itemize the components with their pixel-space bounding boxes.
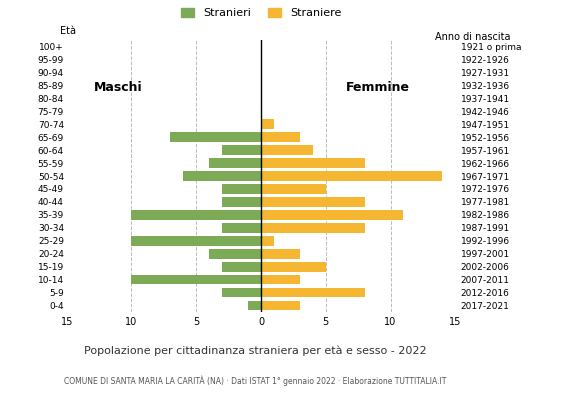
Bar [209, 158, 261, 168]
Bar [132, 236, 261, 246]
Bar [132, 210, 261, 220]
Bar [222, 145, 261, 155]
Bar [261, 236, 274, 246]
Bar [183, 171, 261, 181]
Bar [261, 210, 404, 220]
Bar [261, 249, 300, 258]
Bar [222, 197, 261, 207]
Bar [209, 249, 261, 258]
Bar [261, 262, 326, 272]
Bar [261, 275, 300, 284]
Bar [261, 171, 443, 181]
Bar [222, 262, 261, 272]
Bar [261, 288, 365, 298]
Bar [222, 223, 261, 233]
Bar [261, 158, 365, 168]
Bar [261, 301, 300, 310]
Bar [261, 223, 365, 233]
Text: Popolazione per cittadinanza straniera per età e sesso - 2022: Popolazione per cittadinanza straniera p… [84, 346, 426, 356]
Text: Femmine: Femmine [346, 82, 409, 94]
Bar [248, 301, 261, 310]
Text: Età: Età [60, 26, 76, 36]
Bar [132, 275, 261, 284]
Bar [222, 288, 261, 298]
Bar [261, 145, 313, 155]
Bar [261, 184, 326, 194]
Bar [222, 184, 261, 194]
Text: Anno di nascita: Anno di nascita [435, 32, 510, 42]
Bar [261, 119, 274, 129]
Legend: Stranieri, Straniere: Stranieri, Straniere [176, 3, 346, 23]
Text: COMUNE DI SANTA MARIA LA CARITÀ (NA) · Dati ISTAT 1° gennaio 2022 · Elaborazione: COMUNE DI SANTA MARIA LA CARITÀ (NA) · D… [64, 376, 447, 386]
Bar [261, 197, 365, 207]
Bar [171, 132, 261, 142]
Text: Maschi: Maschi [94, 82, 143, 94]
Bar [261, 132, 300, 142]
